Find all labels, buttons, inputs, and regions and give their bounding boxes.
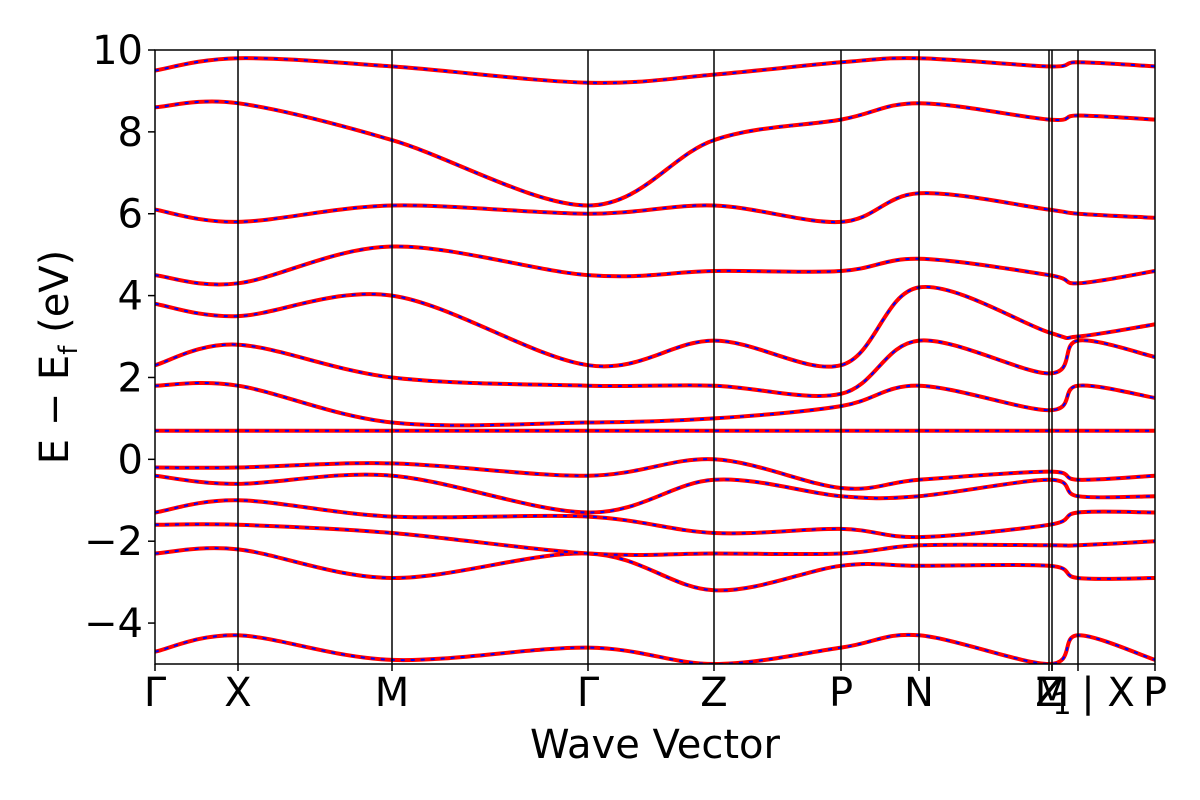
y-axis-label-unit: (eV) (32, 250, 78, 346)
band-line-solid (155, 191, 1155, 225)
plot-frame (154, 49, 1156, 665)
x-tick-label: X (224, 670, 251, 716)
y-tick-label: 8 (118, 110, 143, 156)
y-tick-label: −2 (84, 519, 143, 565)
band-line-solid (155, 632, 1155, 664)
kpoint-vertical-lines (237, 50, 1079, 664)
band-line-solid (155, 498, 1155, 540)
band-lines (155, 56, 1155, 664)
x-tick-label: P (1143, 670, 1167, 716)
x-tick-label: Z (700, 670, 727, 716)
y-axis-label: E − Ef (eV) (32, 250, 84, 465)
band-line-solid (155, 472, 1155, 515)
y-tick-label: 10 (92, 28, 143, 74)
band-line-dashed (155, 633, 1155, 664)
y-tick-label: 4 (118, 274, 143, 320)
y-axis-ticks: −4 −2 0 2 4 6 8 10 (84, 28, 155, 647)
x-tick-label: P (829, 670, 853, 716)
y-tick-label: 6 (118, 192, 143, 238)
x-tick-label: | X (1081, 670, 1135, 716)
y-tick-label: −4 (84, 601, 143, 647)
band-line-dashed (155, 458, 1155, 490)
band-line-solid (155, 56, 1155, 85)
x-tick-label: N (904, 670, 934, 716)
y-axis-label-subscript: f (54, 345, 84, 355)
x-tick-label: M (1035, 670, 1070, 716)
y-tick-label: 2 (118, 355, 143, 401)
plot-area (154, 49, 1156, 665)
y-axis-label-main: E − E (32, 355, 78, 465)
band-line-dashed (155, 339, 1155, 397)
band-line-dashed (155, 100, 1155, 207)
x-tick-label: 1 (1052, 687, 1071, 722)
band-line-dashed (155, 245, 1155, 286)
band-line-dashed (155, 381, 1155, 427)
band-line-solid (155, 338, 1155, 398)
x-tick-label: Γ (144, 670, 167, 716)
x-tick-label: Γ (577, 670, 600, 716)
band-line-solid (155, 284, 1155, 369)
y-tick-label: 0 (118, 437, 143, 483)
x-tick-label: M (375, 670, 410, 716)
x-tick-label: Z (1035, 670, 1062, 716)
x-axis-label: Wave Vector (530, 722, 781, 768)
